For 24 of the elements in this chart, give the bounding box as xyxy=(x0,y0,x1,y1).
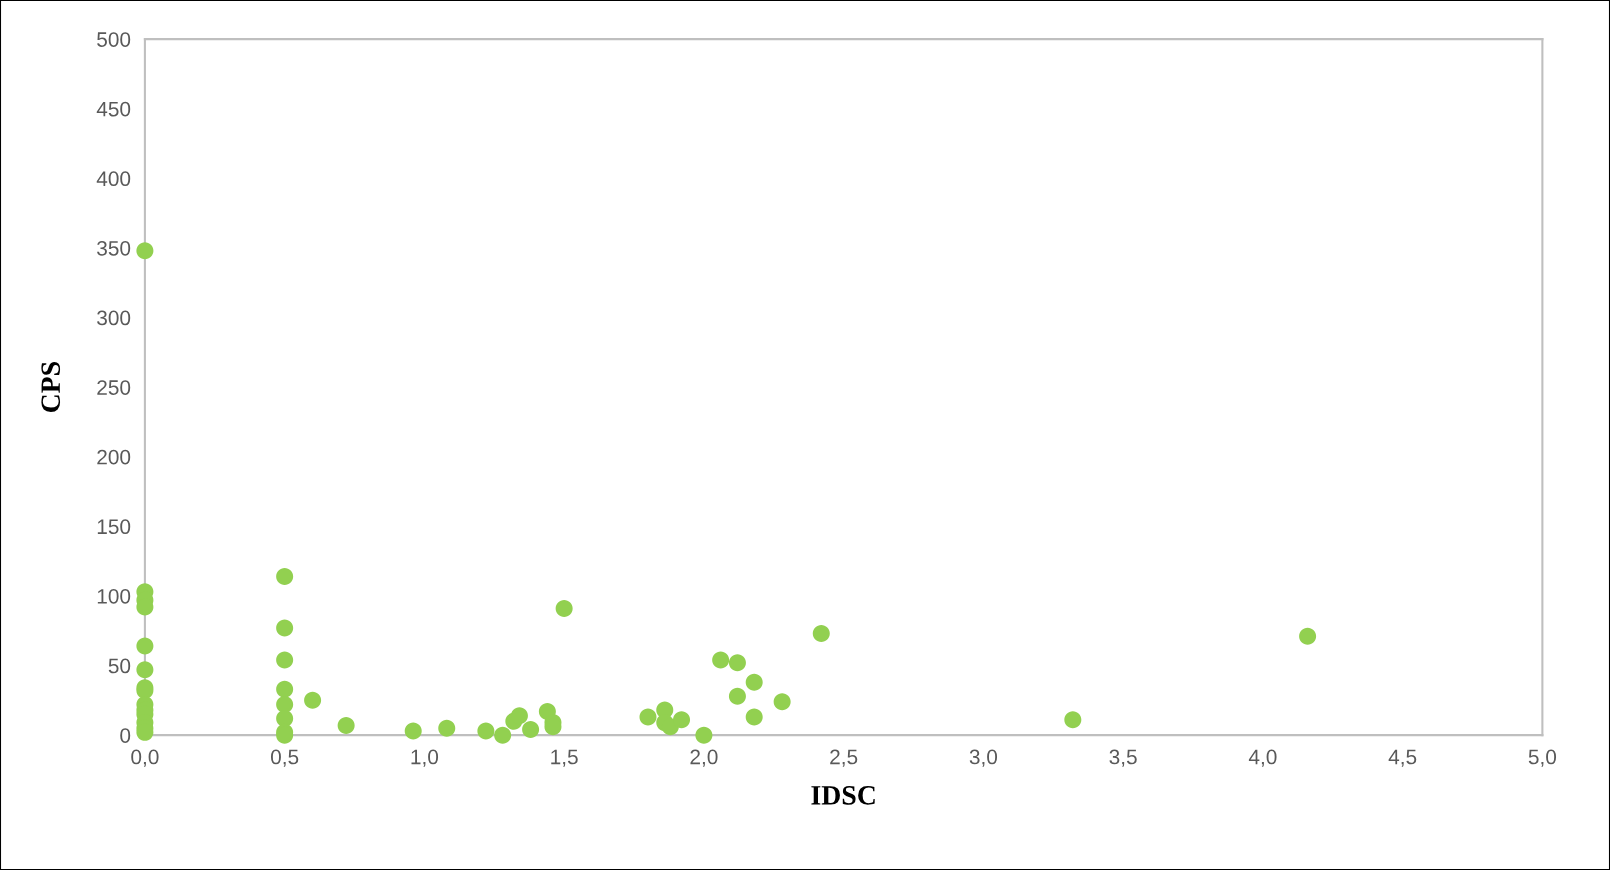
x-tick-label: 2,0 xyxy=(690,749,718,767)
y-tick-label: 400 xyxy=(96,171,131,187)
y-tick-label: 450 xyxy=(96,101,131,117)
y-tick-label: 300 xyxy=(97,310,131,326)
x-tick-label: 5,0 xyxy=(1528,749,1557,767)
x-axis-title: IDSC xyxy=(811,786,875,805)
x-tick-label: 2,5 xyxy=(830,749,858,767)
y-tick-label: 50 xyxy=(108,658,131,674)
y-tick-label: 100 xyxy=(97,588,131,604)
y-axis-title: CPS xyxy=(41,362,61,413)
x-tick-label: 4,0 xyxy=(1248,749,1277,767)
y-tick-label: 350 xyxy=(97,240,131,256)
x-tick-label: 3,5 xyxy=(1109,749,1137,767)
y-tick-label: 500 xyxy=(97,32,131,47)
x-tick-label: 0,5 xyxy=(270,749,299,767)
y-tick-label: 200 xyxy=(97,449,131,465)
x-tick-label: 0,0 xyxy=(131,749,159,767)
x-tick-label: 3,0 xyxy=(969,749,998,767)
x-tick-label: 1,0 xyxy=(411,749,439,767)
y-tick-label: 150 xyxy=(97,519,131,535)
y-tick-label: 0 xyxy=(120,728,131,743)
x-tick-label: 4,5 xyxy=(1388,749,1417,767)
y-tick-label: 250 xyxy=(97,380,131,395)
x-tick-label: 1,5 xyxy=(551,749,578,767)
